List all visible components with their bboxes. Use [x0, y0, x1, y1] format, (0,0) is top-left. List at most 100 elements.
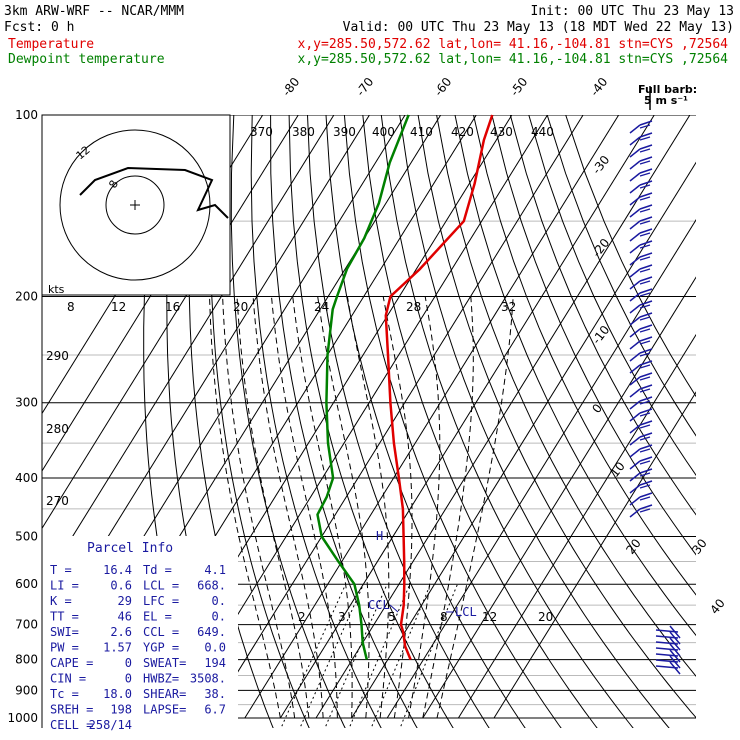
- parcel-row-value-2: 6.7: [204, 703, 226, 717]
- model-title: 3km ARW-WRF -- NCAR/MMM: [4, 4, 184, 19]
- theta-label-middle-8: 8: [67, 300, 75, 314]
- mixing-ratio-label-3: 3: [338, 610, 346, 624]
- mixing-ratio-label-20: 20: [538, 610, 553, 624]
- isotherm-0: [315, 115, 691, 719]
- theta-label-left-280: 280: [46, 422, 69, 436]
- wind-barb: [655, 649, 681, 663]
- wind-barbs: [629, 120, 681, 675]
- wind-barb: [629, 408, 653, 422]
- mixing-ratio-labels: 2 3 5 8 12 20: [298, 610, 553, 624]
- wind-barb: [655, 631, 681, 645]
- isotherm-label--60: -60: [431, 75, 454, 99]
- parcel-row-value-2: 3508.: [190, 672, 226, 686]
- parcel-row-value: 16.4: [103, 563, 132, 577]
- pressure-axis-labels: 100 200 300 400 500 600 700 800 900 1000: [7, 108, 38, 725]
- isotherm--10: [279, 115, 655, 719]
- wind-barb: [629, 156, 653, 170]
- isotherm-label--70: -70: [353, 75, 376, 99]
- parcel-marker: H: [376, 529, 383, 543]
- wind-barb: [629, 120, 653, 134]
- pressure-label-100: 100: [15, 108, 38, 122]
- isotherm-label--20: -20: [589, 236, 612, 260]
- moist-adiabat--10: [209, 296, 281, 719]
- parcel-row-label: Tc =: [50, 687, 79, 701]
- parcel-row-label-2: Td =: [143, 563, 172, 577]
- isotherm-label--40: -40: [587, 75, 610, 99]
- isotherm-label-40: 40: [707, 596, 727, 617]
- theta-label-middle-28: 28: [406, 300, 421, 314]
- mixing-ratio-5: [324, 583, 388, 728]
- theta-label-upper-420: 420: [451, 125, 474, 139]
- parcel-row-value: 0: [125, 672, 132, 686]
- pressure-label-600: 600: [15, 577, 38, 591]
- moist-adiabat-lines: [209, 296, 514, 719]
- dry-adiabat-290: [250, 115, 382, 728]
- moist-adiabat--2: [236, 296, 310, 719]
- isotherm-label-0: 0: [589, 401, 605, 416]
- parcel-row-value-2: 0.: [212, 610, 226, 624]
- hodograph-ring-outer: [59, 129, 211, 281]
- parcel-row-value: 29: [118, 594, 132, 608]
- dry-adiabat-280: [230, 115, 346, 728]
- dry-adiabat-460: [565, 115, 696, 398]
- wind-barb: [629, 324, 653, 338]
- parcel-info-box: Parcel Info T = 16.4 Td = 4.1 LI = 0.6 LCL = 66…: [42, 536, 238, 732]
- hodograph-inset: kts 8 12: [41, 114, 231, 296]
- wind-barb: [629, 192, 653, 206]
- dry-adiabat-410: [473, 115, 696, 596]
- wind-barb: [629, 348, 653, 362]
- mixing-ratio-label-2: 2: [298, 610, 306, 624]
- parcel-row-value-2: 0.: [212, 594, 226, 608]
- theta-label-middle-12: 12: [111, 300, 126, 314]
- dry-adiabat-340: [343, 115, 562, 728]
- parcel-row-value: 0: [125, 656, 132, 670]
- dewpoint-location: x,y=285.50,572.62 lat,lon= 41.16,-104.81…: [298, 52, 729, 67]
- parcel-row-label: CIN =: [50, 672, 86, 686]
- mixing-ratio-label-12: 12: [482, 610, 497, 624]
- wind-barb: [629, 252, 653, 266]
- moist-adiabat-18: [346, 296, 390, 719]
- mixing-ratio-20: [399, 584, 458, 728]
- moist-adiabat-34: [436, 296, 514, 719]
- theta-label-upper-380: 380: [292, 125, 315, 139]
- parcel-row-label: CAPE =: [50, 656, 93, 670]
- parcel-row-label-2: SWEAT=: [143, 656, 186, 670]
- theta-label-left-270: 270: [46, 494, 69, 508]
- dry-adiabat-310: [288, 115, 454, 728]
- wind-barb: [655, 661, 681, 675]
- isotherm-label--50: -50: [507, 75, 530, 99]
- isotherm-30: [422, 276, 696, 719]
- parcel-row-label: T =: [50, 563, 72, 577]
- theta-label-middle-24: 24: [314, 300, 329, 314]
- theta-label-upper-410: 410: [410, 125, 433, 139]
- wind-barb: [629, 420, 653, 434]
- isotherm-10: [351, 161, 696, 719]
- dry-adiabat-360: [380, 115, 634, 728]
- pressure-label-400: 400: [15, 471, 38, 485]
- wind-barb: [629, 456, 653, 470]
- isotherm-40: [457, 333, 696, 719]
- moist-adiabat--6: [222, 296, 296, 719]
- dry-adiabat-270: [210, 115, 310, 728]
- parcel-row-label-2: LFC =: [143, 594, 179, 608]
- wind-barb: [629, 336, 653, 350]
- parcel-row-label: SREH =: [50, 703, 93, 717]
- dry-adiabat-400: [454, 115, 696, 637]
- parcel-row-label: CELL =: [50, 718, 93, 732]
- parcel-row-label: K =: [50, 594, 72, 608]
- wind-barb: [629, 312, 653, 326]
- pressure-label-500: 500: [15, 529, 38, 543]
- wind-barb: [629, 288, 653, 302]
- theta-label-left-290: 290: [46, 349, 69, 363]
- wind-barb: [629, 372, 653, 386]
- pressure-label-900: 900: [15, 683, 38, 697]
- parcel-row-label-2: SHEAR=: [143, 687, 186, 701]
- parcel-row-value-2: 649.: [197, 625, 226, 639]
- mixing-ratio-label-5: 5: [388, 610, 396, 624]
- wind-barb: [629, 228, 653, 242]
- dry-adiabat-380: [417, 115, 696, 719]
- theta-label-middle-16: 16: [165, 300, 180, 314]
- pressure-label-700: 700: [15, 618, 38, 632]
